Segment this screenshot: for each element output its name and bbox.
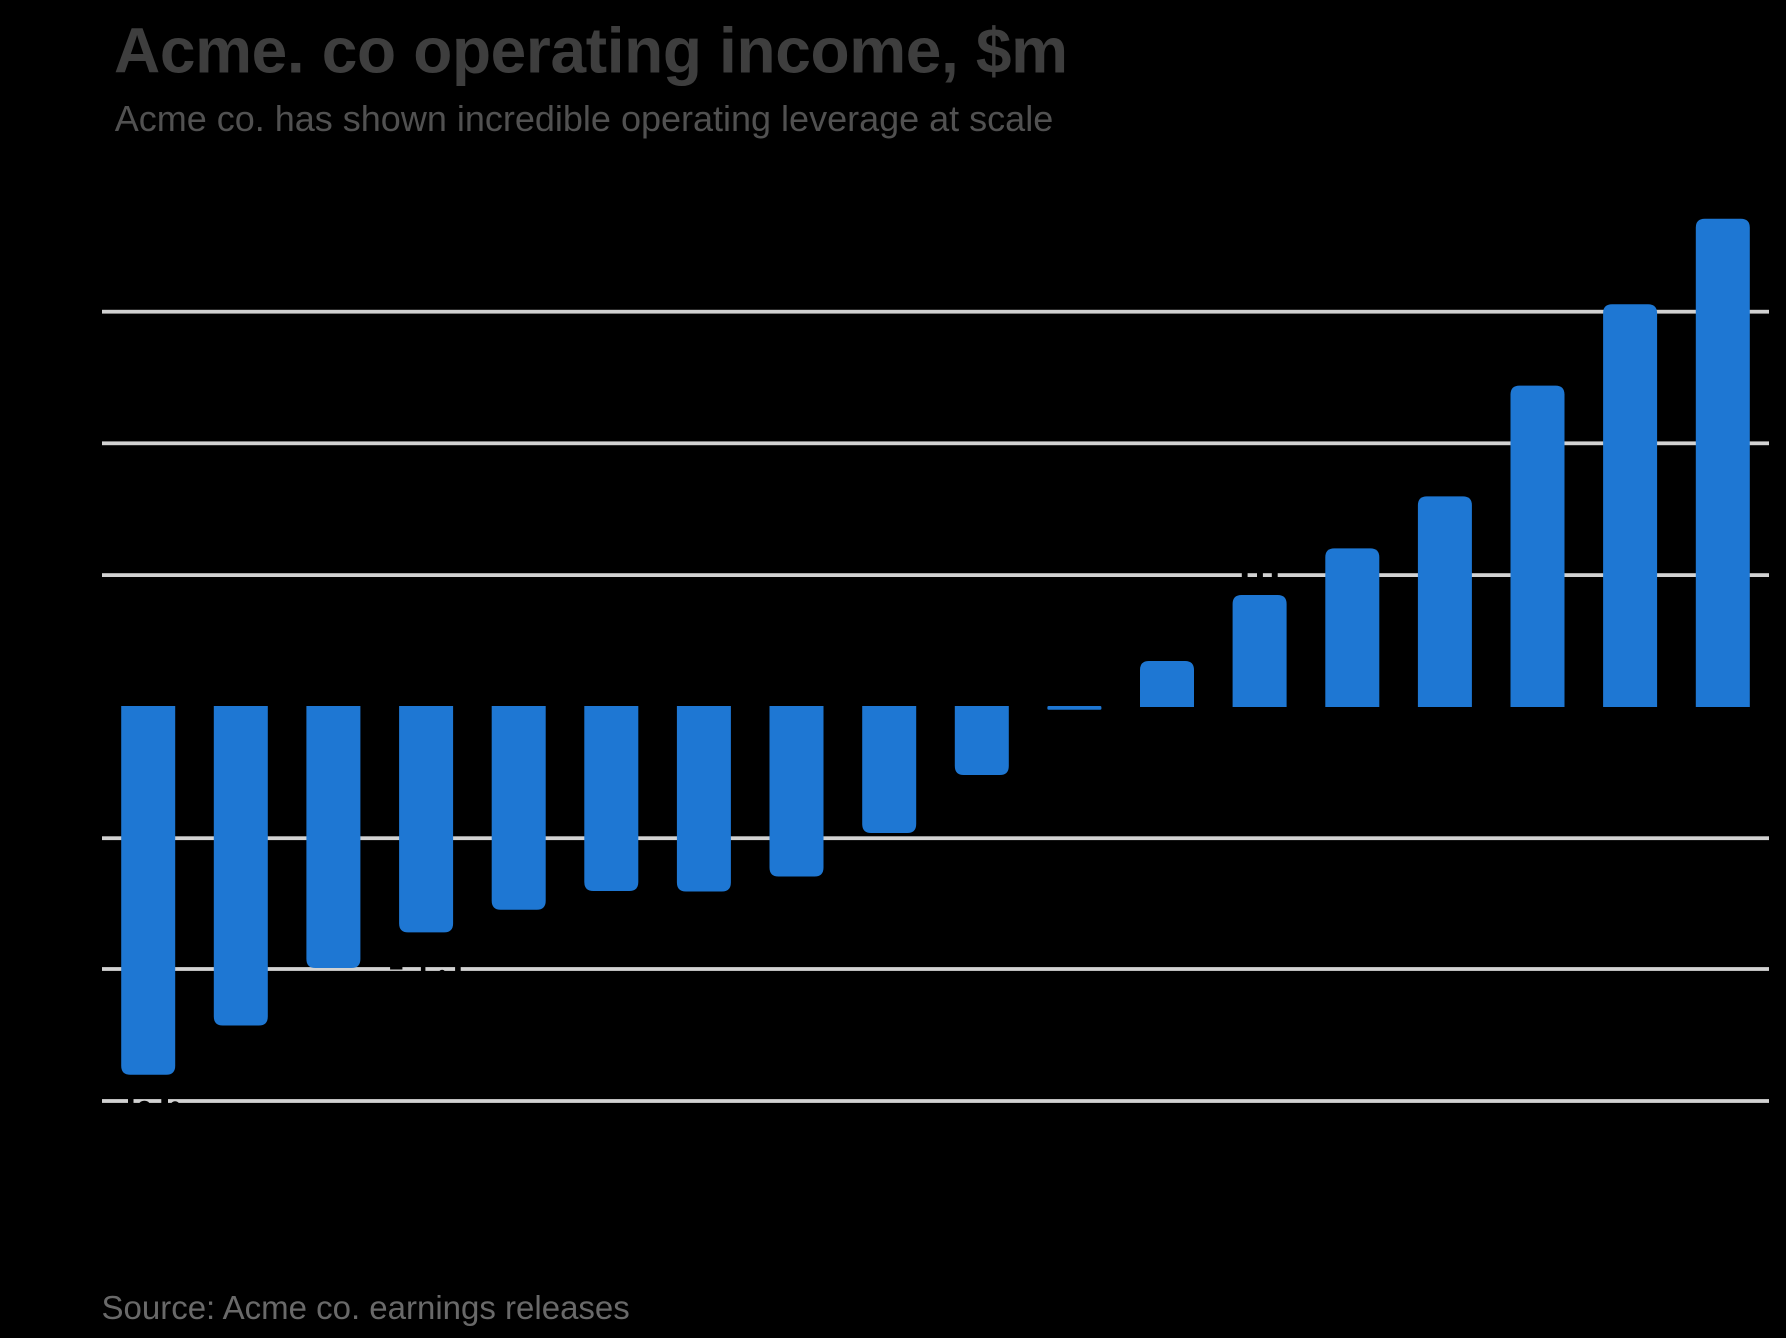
svg-text:Acme. co operating income, $m: Acme. co operating income, $m	[114, 14, 1068, 86]
svg-text:Source: Acme co. earnings rele: Source: Acme co. earnings releases	[102, 1289, 630, 1326]
svg-text:Acme co. has shown incredible: Acme co. has shown incredible operating …	[115, 98, 1054, 139]
